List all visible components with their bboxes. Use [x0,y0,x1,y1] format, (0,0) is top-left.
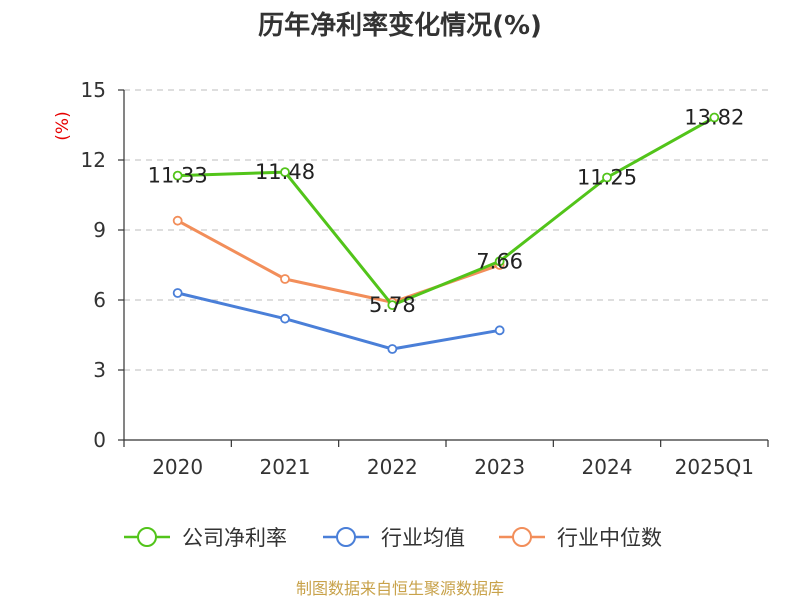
data-label: 7.66 [476,249,523,273]
data-point [387,300,398,311]
legend-label: 行业均值 [381,526,465,550]
data-point [172,288,183,298]
series-layer [172,112,720,354]
data-label: 11.25 [577,166,637,190]
legend-label: 行业中位数 [557,526,662,550]
data-point [280,313,290,324]
axis-layer: 0 3 6 9 12 15 2020 2021 2022 2023 2024 2025Q1 [81,78,769,479]
data-point [709,112,720,123]
y-tick-label: 0 [93,428,106,452]
data-point [172,215,183,226]
data-point [494,256,505,267]
y-tick-label: 6 [93,288,106,312]
series-line [176,219,502,304]
legend-marker [137,527,157,547]
data-label-layer: 11.33 11.48 5.78 7.66 11.25 13.82 [148,106,745,318]
data-label: 5.78 [369,293,416,317]
y-axis-unit-label: (%) [53,111,73,140]
data-point [602,172,612,183]
y-tick-label: 15 [81,78,106,102]
y-tick-label: 9 [93,218,106,242]
y-tick-label: 3 [93,358,106,382]
grid-layer [124,89,768,371]
series-line [176,291,502,351]
data-point [280,167,290,178]
y-tick-label: 12 [81,148,106,172]
legend-label: 公司净利率 [182,526,287,550]
data-label: 11.33 [148,164,208,188]
x-tick-label: 2025Q1 [675,455,754,479]
data-point [494,325,505,336]
x-tick-label: 2024 [582,455,633,479]
legend: 公司净利率 行业均值 行业中位数 [124,526,662,550]
x-tick-label: 2020 [152,455,203,479]
source-note: 制图数据来自恒生聚源数据库 [296,579,504,598]
x-tick-label: 2022 [367,455,418,479]
x-tick-label: 2021 [260,455,311,479]
data-point [280,274,290,284]
x-tick-label: 2023 [474,455,525,479]
data-label: 13.82 [684,106,744,130]
data-point [172,170,183,181]
chart-title: 历年净利率变化情况(%) [258,10,542,41]
data-point [387,344,398,354]
legend-marker [336,527,356,547]
series-line [176,116,716,307]
data-label: 11.48 [255,160,315,184]
legend-marker [512,527,532,547]
